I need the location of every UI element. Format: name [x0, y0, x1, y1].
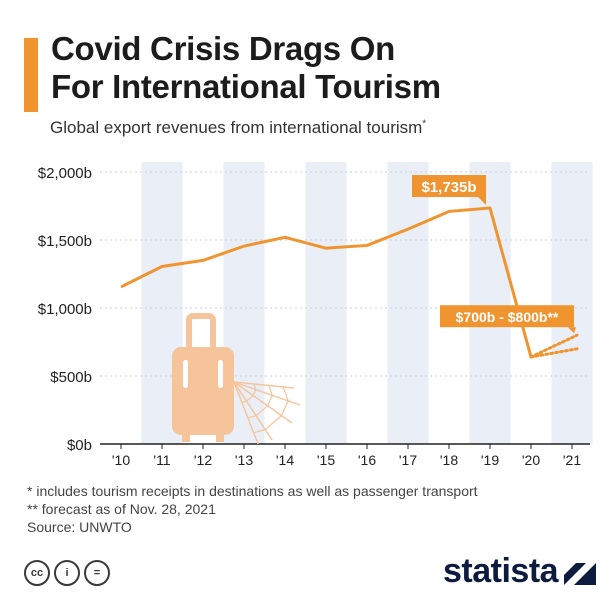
year-band [387, 162, 429, 444]
peak-label-pointer [478, 197, 486, 206]
year-band [469, 162, 511, 444]
suitcase-cobweb-icon [172, 313, 301, 445]
statista-wordmark: statista [443, 552, 559, 590]
x-tick-label: '21 [563, 452, 581, 468]
title-line-2: For International Tourism [51, 68, 441, 105]
attribution-icon[interactable]: i [54, 560, 80, 586]
peak-label-box [412, 175, 486, 198]
forecast-label-pointer [568, 327, 576, 334]
forecast-low-line [529, 347, 579, 359]
year-band [551, 162, 593, 444]
forecast-label: $700b - $800b** [456, 309, 559, 325]
y-tick-label: $0b [67, 437, 92, 454]
subtitle-footnote-mark: * [422, 118, 427, 130]
x-tick-label: '10 [112, 452, 130, 468]
creative-commons-icon[interactable]: cc [24, 560, 50, 586]
year-band [305, 162, 347, 444]
x-tick-label: '19 [481, 452, 499, 468]
statista-mark-icon [564, 562, 597, 585]
y-tick-label: $2,000b [38, 165, 92, 182]
chart-subtitle: Global export revenues from internationa… [50, 118, 426, 138]
forecast-high-line [529, 333, 579, 359]
x-tick-label: '17 [399, 452, 417, 468]
y-tick-label: $1,500b [38, 233, 92, 250]
y-tick-label: $500b [50, 369, 92, 386]
x-tick-label: '14 [276, 452, 294, 468]
x-tick-label: '15 [317, 452, 335, 468]
footnote-forecast: ** forecast as of Nov. 28, 2021 [27, 501, 216, 517]
footnotes: * includes tourism receipts in destinati… [27, 482, 478, 536]
chart-title: Covid Crisis Drags On For International … [51, 30, 441, 106]
subtitle-text: Global export revenues from internationa… [50, 118, 423, 137]
license-icons: cc i = [24, 560, 110, 586]
title-accent-bar [24, 38, 38, 112]
series-line [120, 206, 533, 358]
no-derivatives-icon[interactable]: = [84, 560, 110, 586]
title-line-1: Covid Crisis Drags On [51, 30, 395, 67]
x-tick-label: '20 [522, 452, 540, 468]
peak-label: $1,735b [421, 179, 476, 196]
statista-logo[interactable]: statista [443, 552, 597, 591]
x-tick-label: '13 [235, 452, 253, 468]
forecast-label-box [440, 305, 574, 328]
x-tick-label: '16 [358, 452, 376, 468]
line-chart: $0b $500b $1,000b $1,500b $2,000b '10 '11 '12 '1… [38, 162, 593, 468]
footnote-receipts: * includes tourism receipts in destinati… [27, 483, 478, 499]
x-tick-label: '18 [440, 452, 458, 468]
source-note: Source: UNWTO [27, 519, 132, 535]
y-tick-label: $1,000b [38, 301, 92, 318]
x-tick-label: '12 [194, 452, 212, 468]
x-tick-label: '11 [153, 452, 170, 468]
